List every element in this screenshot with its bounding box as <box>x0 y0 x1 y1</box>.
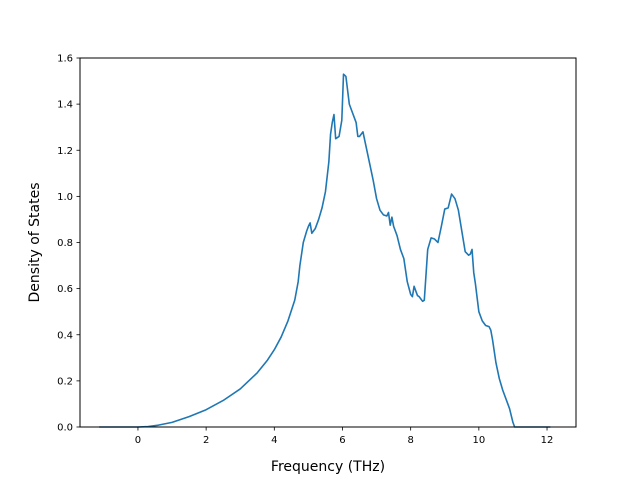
x-tick-label: 2 <box>203 435 209 446</box>
y-tick-label: 1.4 <box>57 100 73 111</box>
x-tick-label: 0 <box>135 435 141 446</box>
x-tick-label: 10 <box>472 435 485 446</box>
series-line-0 <box>99 73 551 428</box>
y-tick-label: 0.0 <box>57 423 73 434</box>
y-tick-label: 1.2 <box>57 146 73 157</box>
y-tick-label: 0.6 <box>57 284 73 295</box>
x-tick-label: 6 <box>339 435 345 446</box>
x-axis: 0 2 4 6 8 10 12 <box>135 427 554 446</box>
x-axis-label: Frequency (THz) <box>271 459 385 475</box>
y-tick-label: 0.8 <box>57 238 73 249</box>
x-tick-label: 12 <box>541 435 554 446</box>
plot-area <box>99 73 551 428</box>
y-axis-label: Density of States <box>27 183 43 303</box>
y-tick-label: 0.2 <box>57 376 73 387</box>
y-axis: 0.0 0.2 0.4 0.6 0.8 1.0 1.2 1.4 1.6 <box>57 54 80 434</box>
x-tick-label: 4 <box>271 435 277 446</box>
y-tick-label: 1.6 <box>57 54 73 65</box>
y-tick-label: 1.0 <box>57 192 73 203</box>
y-tick-label: 0.4 <box>57 330 73 341</box>
plot-frame <box>79 57 577 428</box>
x-tick-label: 8 <box>407 435 413 446</box>
